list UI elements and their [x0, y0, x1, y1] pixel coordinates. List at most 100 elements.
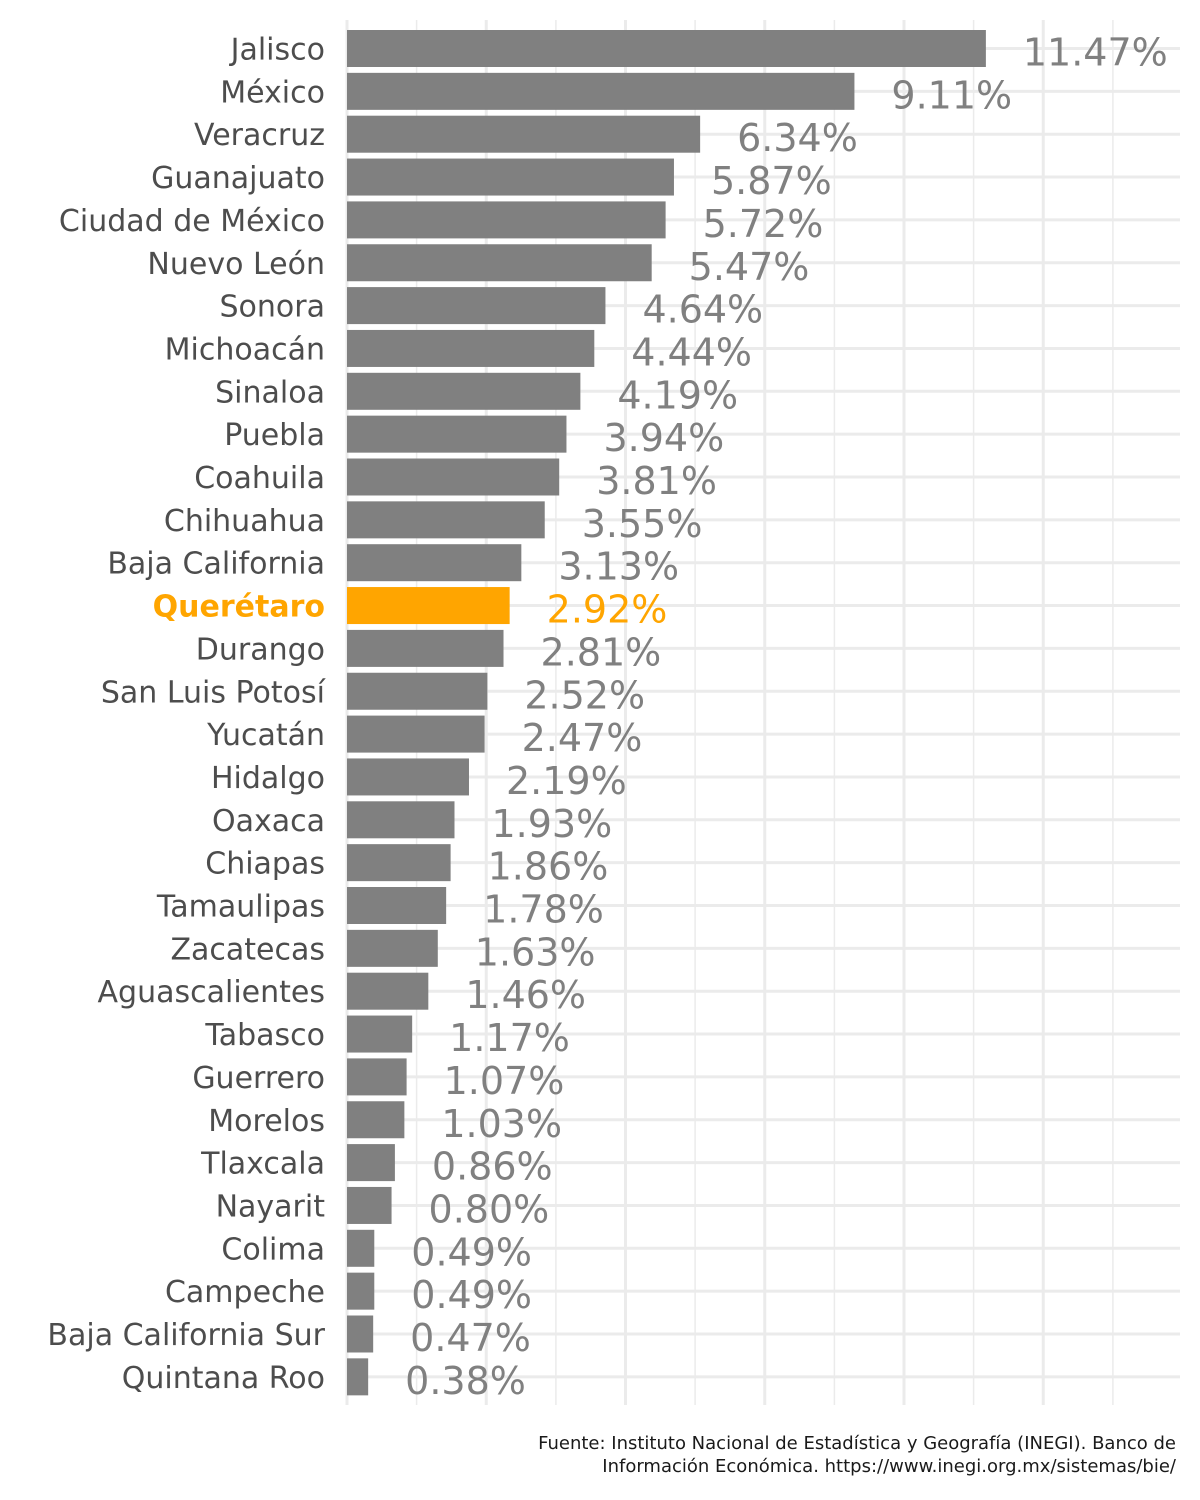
bar [347, 1101, 405, 1139]
bar [347, 372, 581, 410]
category-label: Aguascalientes [98, 975, 325, 1010]
value-label: 5.72% [703, 202, 824, 246]
value-label: 5.47% [689, 245, 810, 289]
value-label: 4.44% [631, 330, 752, 374]
bar [347, 1315, 374, 1353]
bar [347, 844, 451, 882]
bar [347, 544, 522, 582]
category-label: Guanajuato [151, 161, 325, 196]
category-label: Campeche [165, 1275, 325, 1310]
bar [347, 287, 606, 325]
category-label: Jalisco [229, 33, 325, 68]
value-label: 1.93% [492, 802, 613, 846]
value-label: 0.86% [432, 1145, 553, 1189]
value-label: 6.34% [737, 116, 858, 160]
category-label: Ciudad de México [59, 204, 325, 239]
category-label: Chihuahua [164, 504, 325, 539]
bar-chart: Jalisco México Veracruz Guanajuato Ciudad de… [47, 20, 1180, 1405]
category-label: Baja California Sur [47, 1318, 325, 1353]
category-label: Querétaro [153, 590, 325, 625]
bar [347, 672, 488, 710]
bar [347, 501, 545, 539]
value-label: 3.13% [558, 545, 679, 589]
value-label: 4.64% [642, 288, 763, 332]
category-label: Sinaloa [215, 375, 325, 410]
bar [347, 629, 504, 667]
bar [347, 801, 455, 839]
value-label: 1.07% [444, 1059, 565, 1103]
bar [347, 115, 701, 153]
bar [347, 72, 855, 110]
bar [347, 929, 438, 967]
bar [347, 458, 560, 496]
value-label: 2.52% [524, 673, 645, 717]
bar [347, 972, 429, 1010]
bar [347, 758, 469, 796]
value-label: 3.94% [603, 416, 724, 460]
value-label: 2.81% [541, 630, 662, 674]
category-label: Yucatán [206, 718, 325, 753]
category-label: Tamaulipas [156, 890, 325, 925]
value-label: 3.81% [596, 459, 717, 503]
category-label: Chiapas [205, 847, 325, 882]
category-label: Baja California [107, 547, 325, 582]
value-label: 0.80% [429, 1187, 550, 1231]
bar [347, 1186, 392, 1224]
category-label: Puebla [224, 418, 325, 453]
value-label: 1.17% [449, 1016, 570, 1060]
value-label: 1.78% [483, 888, 604, 932]
bar [347, 1272, 375, 1310]
value-label: 4.19% [617, 373, 738, 417]
value-label: 11.47% [1023, 31, 1168, 75]
category-label: Nuevo León [147, 247, 325, 282]
value-label: 2.92% [547, 588, 668, 632]
category-labels: Jalisco México Veracruz Guanajuato Ciudad de… [47, 33, 326, 1396]
value-label: 0.49% [411, 1273, 532, 1317]
category-label: Zacatecas [170, 932, 325, 967]
category-label: Tabasco [204, 1018, 325, 1053]
bar [347, 30, 986, 67]
value-label: 2.47% [522, 716, 643, 760]
category-label: Quintana Roo [122, 1361, 325, 1396]
value-label: 9.11% [891, 73, 1012, 117]
category-label: Guerrero [192, 1061, 325, 1096]
bar [347, 1015, 413, 1053]
value-label: 1.63% [475, 930, 596, 974]
bar [347, 1144, 395, 1182]
category-label: San Luis Potosí [101, 675, 327, 710]
value-label: 0.38% [405, 1359, 526, 1403]
value-label: 3.55% [582, 502, 703, 546]
category-label: Durango [196, 632, 325, 667]
source-caption: Fuente: Instituto Nacional de Estadístic… [416, 1432, 1176, 1478]
category-label: Veracruz [194, 118, 325, 153]
category-label: Coahuila [194, 461, 325, 496]
bar [347, 587, 510, 625]
bar [347, 1058, 407, 1096]
value-label: 0.47% [410, 1316, 531, 1360]
caption-line-1: Fuente: Instituto Nacional de Estadístic… [538, 1433, 1176, 1454]
category-label: Hidalgo [211, 761, 325, 796]
category-label: Nayarit [216, 1189, 326, 1224]
bar [347, 715, 485, 753]
value-label: 1.86% [488, 845, 609, 889]
bar [347, 158, 674, 196]
category-label: Tlaxcala [200, 1147, 325, 1182]
bar [347, 1358, 369, 1396]
category-label: México [220, 75, 325, 110]
caption-line-2: Información Económica. https://www.inegi… [602, 1456, 1176, 1477]
value-labels: 11.47%9.11% 6.34%5.87%5.72%5.47%4.64%4.44… [405, 31, 1168, 1403]
bars [347, 30, 986, 1396]
bar [347, 329, 595, 367]
category-label: Colima [221, 1232, 325, 1267]
bar [347, 887, 447, 924]
bar [347, 415, 567, 453]
category-label: Morelos [208, 1104, 325, 1139]
bar [347, 201, 666, 239]
value-label: 0.49% [411, 1230, 532, 1274]
bar [347, 244, 652, 282]
value-label: 1.03% [441, 1102, 562, 1146]
category-label: Michoacán [165, 332, 325, 367]
value-label: 1.46% [465, 973, 586, 1017]
category-label: Sonora [220, 290, 325, 325]
bar [347, 1229, 375, 1267]
